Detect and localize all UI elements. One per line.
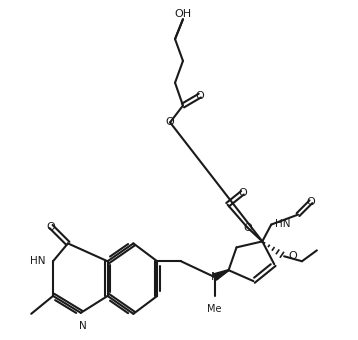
- Polygon shape: [213, 270, 229, 280]
- Text: O: O: [195, 91, 204, 101]
- Text: N: N: [211, 272, 219, 282]
- Text: O: O: [243, 222, 252, 233]
- Text: O: O: [306, 197, 315, 207]
- Text: Me: Me: [207, 304, 222, 314]
- Text: O: O: [47, 222, 55, 232]
- Text: HN: HN: [30, 256, 45, 266]
- Text: O: O: [238, 188, 247, 198]
- Text: O: O: [288, 251, 297, 261]
- Text: OH: OH: [174, 9, 192, 19]
- Text: N: N: [79, 321, 87, 331]
- Text: HN: HN: [275, 219, 291, 228]
- Text: O: O: [166, 117, 174, 128]
